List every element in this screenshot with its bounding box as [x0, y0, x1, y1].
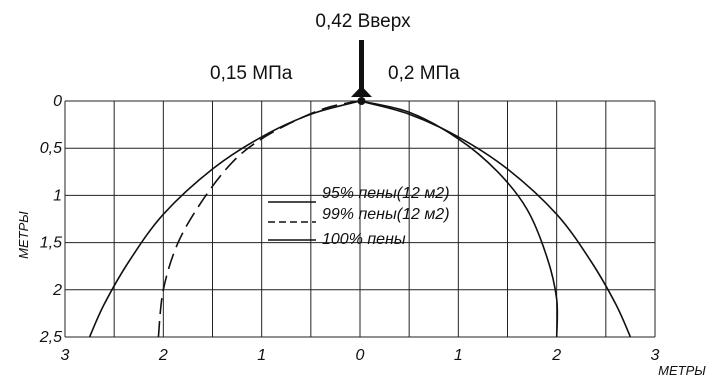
series-line-1 [157, 100, 361, 338]
x-tick-label: 3 [61, 347, 70, 364]
x-tick-label: 1 [257, 347, 266, 364]
y-tick-label: 0 [53, 93, 62, 110]
x-tick-label: 3 [651, 347, 660, 364]
series-line-0 [88, 100, 361, 338]
left-pressure-label: 0,15 МПа [210, 63, 293, 84]
legend-label: 95% пены(12 м2) [322, 185, 450, 202]
x-tick-labels: 3 2 1 0 1 2 3 [61, 347, 660, 364]
y-tick-label: 1,5 [40, 235, 62, 252]
y-tick-label: 1 [53, 187, 62, 204]
x-tick-label: 2 [158, 347, 168, 364]
y-tick-label: 0,5 [40, 140, 62, 157]
x-tick-label: 0 [356, 347, 365, 364]
x-tick-label: 1 [454, 347, 463, 364]
x-tick-label: 2 [551, 347, 561, 364]
y-tick-label: 2,5 [39, 329, 62, 346]
right-pressure-label: 0,2 МПа [388, 63, 460, 84]
upward-flow-label: 0,42 Вверх [315, 11, 411, 32]
x-axis-title: МЕТРЫ [658, 363, 706, 378]
legend-label: 100% пены [322, 231, 406, 248]
legend-label: 99% пены(12 м2) [322, 206, 450, 223]
series-line-2 [359, 100, 559, 338]
nozzle-marker [351, 40, 372, 105]
y-axis-title: МЕТРЫ [16, 211, 31, 259]
series-line-3 [359, 100, 632, 338]
legend: 95% пены(12 м2) 99% пены(12 м2) 100% пен… [268, 185, 450, 248]
curves [88, 100, 632, 338]
y-tick-label: 2 [52, 282, 62, 299]
y-tick-labels: 0 0,5 1 1,5 2 2,5 [39, 93, 62, 346]
